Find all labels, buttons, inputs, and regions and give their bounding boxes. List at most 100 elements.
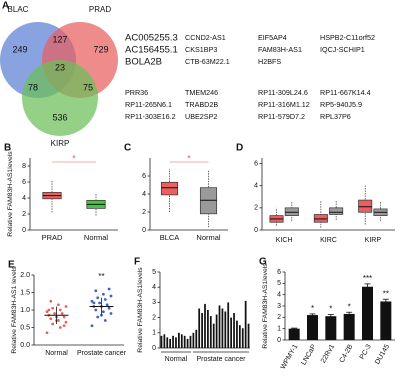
point	[45, 310, 49, 314]
point	[49, 299, 53, 303]
y-tick-label: 0.0	[20, 342, 30, 349]
bar	[192, 332, 195, 348]
y-tick-label: 1.5	[20, 289, 30, 296]
point	[105, 303, 109, 307]
y-tick-label: 6	[22, 179, 26, 186]
y-tick-label: 1	[152, 330, 156, 337]
x-tick-label: Normal	[196, 233, 221, 242]
point	[98, 301, 101, 305]
point	[92, 301, 96, 305]
venn-count: 75	[83, 82, 93, 92]
bar	[233, 313, 235, 348]
bar	[183, 335, 186, 348]
bar	[175, 337, 177, 348]
bar	[180, 334, 183, 348]
point	[96, 315, 100, 319]
box	[313, 214, 328, 223]
x-tick-label: KICH	[276, 237, 293, 244]
bar	[204, 303, 206, 348]
point	[62, 315, 66, 319]
point	[53, 312, 56, 315]
y-tick-label: 4	[22, 195, 26, 202]
bar	[186, 338, 189, 348]
bar	[166, 337, 169, 348]
gene: UBE2SP2	[185, 112, 217, 121]
gene: RP11-316M1.12	[258, 100, 310, 109]
venn-circle	[22, 60, 98, 136]
point	[94, 289, 98, 293]
y-tick-label: 6	[254, 160, 258, 167]
bar	[224, 311, 227, 348]
gene: EIF5AP4	[258, 33, 287, 42]
point	[103, 319, 107, 322]
bar	[189, 335, 192, 348]
y-tick-label: 3	[277, 303, 281, 310]
venn-count: 249	[12, 44, 27, 54]
point	[109, 294, 113, 298]
point	[103, 298, 107, 301]
y-tick-label: 3	[152, 299, 156, 306]
bar	[169, 338, 172, 348]
point	[58, 326, 62, 329]
y-axis-label: Relative FAM83H-AS1levels	[137, 267, 144, 353]
x-tick-label: KIRC	[320, 237, 337, 244]
y-tick-label: 4	[254, 183, 258, 190]
y-tick-label: 0.5	[20, 324, 30, 331]
y-tick-label: 2	[22, 211, 26, 218]
gene: PRR36	[125, 88, 148, 97]
bar	[343, 313, 355, 340]
point	[60, 312, 64, 315]
point	[45, 331, 49, 335]
panel-label: G	[259, 257, 267, 268]
gene: HSPB2-C11orf52	[320, 33, 375, 42]
x-tick-label: PRAD	[42, 233, 63, 242]
bar	[215, 314, 218, 348]
gene: RP11-667K14.4	[320, 88, 371, 97]
bar	[325, 316, 337, 340]
venn-count: 536	[52, 112, 67, 122]
y-tick-label: 2	[277, 314, 281, 321]
x-tick-label: BLCA	[160, 233, 180, 242]
bar	[207, 310, 209, 348]
panel-label: C	[124, 143, 131, 154]
point	[49, 317, 53, 321]
box	[284, 207, 299, 216]
gene: IQCJ-SCHIP1	[320, 45, 365, 54]
gene: H2BFS	[258, 57, 281, 66]
bar	[160, 335, 163, 348]
gene: RP11-309L24.6	[258, 88, 308, 97]
bar	[288, 328, 300, 340]
x-tick-label: WPMY-1	[280, 343, 300, 370]
y-tick-label: 1	[277, 326, 281, 333]
significance: *	[329, 305, 332, 314]
significance: *	[311, 304, 314, 313]
bar	[178, 332, 180, 348]
venn-count: 78	[28, 82, 38, 92]
bar	[241, 328, 244, 348]
venn-set-label: BLAC	[8, 5, 29, 14]
bar	[209, 316, 212, 348]
bar	[362, 286, 373, 340]
point	[94, 308, 98, 312]
y-tick-label: 2.0	[20, 272, 30, 279]
y-tick-label: 4	[152, 284, 156, 291]
gene-highlight: AC156455.1	[125, 45, 178, 56]
point	[47, 308, 51, 312]
y-tick-label: 1.0	[20, 307, 30, 314]
point	[64, 305, 68, 308]
y-tick-label: 5	[152, 269, 156, 276]
y-tick-label: 6	[277, 269, 281, 276]
y-tick-label: 6	[142, 173, 146, 180]
point	[102, 292, 105, 296]
bar	[247, 323, 250, 348]
y-tick-label: 0	[142, 227, 146, 234]
point	[102, 310, 105, 314]
y-tick-label: 4	[142, 191, 146, 198]
y-tick-label: 0	[277, 337, 281, 344]
significance: ***	[363, 274, 372, 283]
gene: TMEM246	[185, 88, 218, 97]
bar	[163, 334, 166, 348]
bar	[198, 308, 201, 348]
venn-set-label: PRAD	[89, 5, 111, 14]
